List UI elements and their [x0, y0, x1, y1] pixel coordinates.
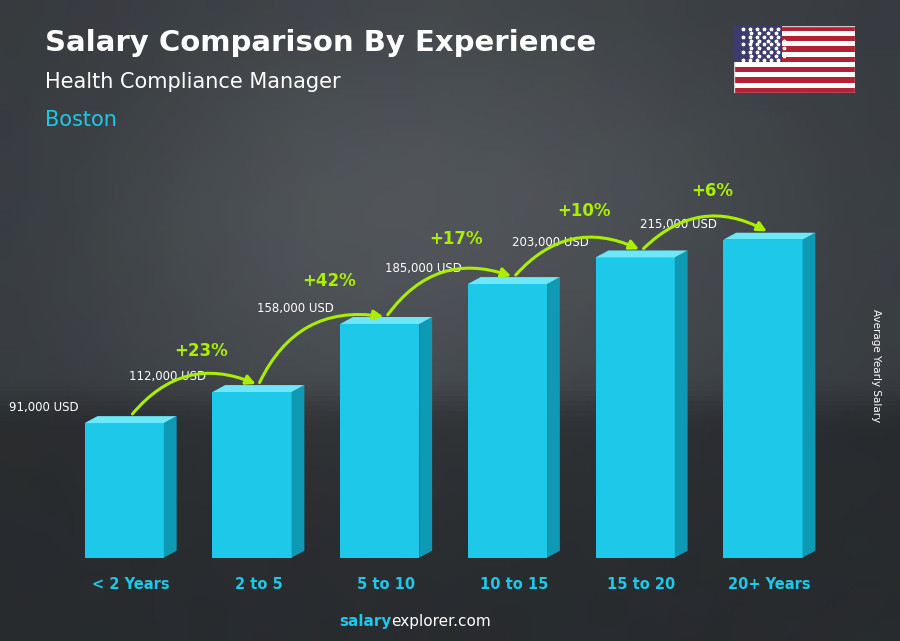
Text: 203,000 USD: 203,000 USD [512, 235, 590, 249]
Text: Average Yearly Salary: Average Yearly Salary [870, 309, 881, 422]
Bar [734, 36, 855, 41]
Bar [734, 62, 855, 67]
Bar [734, 88, 855, 93]
Text: 20+ Years: 20+ Years [728, 577, 811, 592]
Text: 10 to 15: 10 to 15 [480, 577, 548, 592]
Polygon shape [419, 317, 432, 558]
Text: 5 to 10: 5 to 10 [357, 577, 415, 592]
Bar [734, 26, 782, 62]
Bar [734, 41, 855, 46]
Polygon shape [85, 416, 176, 423]
Bar [734, 72, 855, 78]
Bar [734, 67, 855, 72]
Bar [734, 31, 855, 36]
Text: 158,000 USD: 158,000 USD [256, 302, 334, 315]
Polygon shape [803, 233, 815, 558]
FancyBboxPatch shape [340, 324, 419, 558]
Text: salary: salary [339, 615, 392, 629]
Polygon shape [292, 385, 304, 558]
Polygon shape [212, 385, 304, 392]
Text: Health Compliance Manager: Health Compliance Manager [45, 72, 340, 92]
Bar [734, 56, 855, 62]
Bar [734, 83, 855, 88]
FancyBboxPatch shape [212, 392, 292, 558]
Text: +6%: +6% [691, 182, 733, 200]
Text: Boston: Boston [45, 110, 117, 130]
Text: 91,000 USD: 91,000 USD [9, 401, 78, 414]
Bar [734, 46, 855, 51]
FancyBboxPatch shape [724, 240, 803, 558]
Polygon shape [164, 416, 176, 558]
Bar [734, 51, 855, 56]
Text: +17%: +17% [429, 230, 483, 248]
Text: 112,000 USD: 112,000 USD [129, 370, 206, 383]
FancyBboxPatch shape [596, 258, 675, 558]
FancyBboxPatch shape [85, 423, 164, 558]
Polygon shape [724, 233, 815, 240]
Text: +42%: +42% [302, 272, 356, 290]
Polygon shape [675, 251, 688, 558]
Text: 15 to 20: 15 to 20 [608, 577, 676, 592]
Polygon shape [547, 277, 560, 558]
Text: +10%: +10% [557, 202, 611, 220]
Polygon shape [340, 317, 432, 324]
Bar [734, 78, 855, 83]
Polygon shape [596, 251, 688, 258]
Text: < 2 Years: < 2 Years [92, 577, 169, 592]
Polygon shape [468, 277, 560, 284]
Bar [734, 26, 855, 31]
FancyBboxPatch shape [468, 284, 547, 558]
Text: explorer.com: explorer.com [392, 615, 491, 629]
Text: Salary Comparison By Experience: Salary Comparison By Experience [45, 29, 596, 57]
Text: 185,000 USD: 185,000 USD [384, 262, 462, 275]
Text: +23%: +23% [174, 342, 228, 360]
Text: 2 to 5: 2 to 5 [235, 577, 283, 592]
Text: 215,000 USD: 215,000 USD [640, 218, 717, 231]
